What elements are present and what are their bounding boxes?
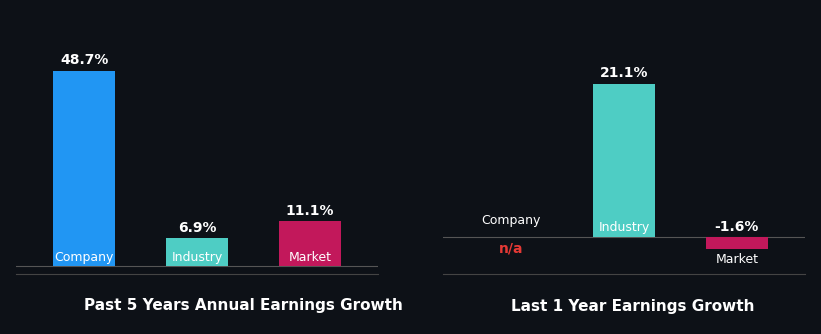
Bar: [706, 237, 768, 249]
Text: Company: Company: [481, 213, 541, 226]
Text: 48.7%: 48.7%: [60, 53, 108, 67]
Text: Last 1 Year Earnings Growth: Last 1 Year Earnings Growth: [511, 299, 754, 314]
Text: -1.6%: -1.6%: [714, 220, 759, 234]
Text: Company: Company: [54, 251, 114, 264]
Bar: [166, 238, 228, 266]
Text: Past 5 Years Annual Earnings Growth: Past 5 Years Annual Earnings Growth: [85, 298, 403, 313]
Text: Industry: Industry: [172, 251, 222, 264]
Text: Market: Market: [715, 253, 759, 266]
Text: Industry: Industry: [599, 221, 649, 234]
Text: n/a: n/a: [499, 241, 523, 255]
Bar: [279, 221, 341, 266]
Bar: [53, 71, 115, 266]
Text: Market: Market: [288, 251, 332, 264]
Bar: [593, 84, 655, 237]
Text: 11.1%: 11.1%: [286, 204, 334, 218]
Text: 6.9%: 6.9%: [178, 221, 216, 235]
Text: 21.1%: 21.1%: [599, 66, 649, 80]
